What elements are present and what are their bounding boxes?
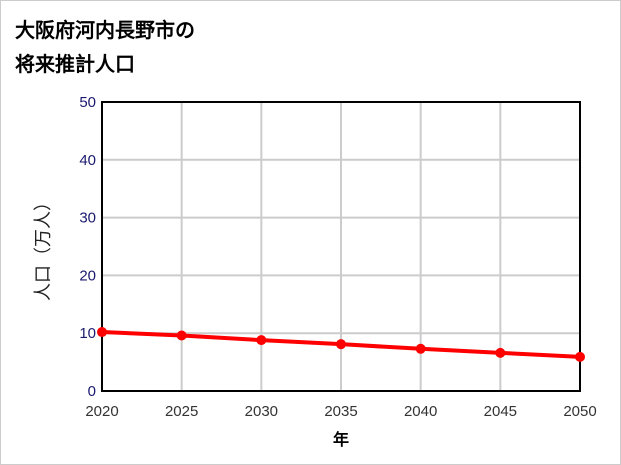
data-point <box>415 343 426 354</box>
y-tick-label: 30 <box>79 210 96 227</box>
data-point <box>575 351 585 362</box>
x-tick-label: 2045 <box>484 403 517 420</box>
x-axis-label: 年 <box>333 430 349 449</box>
x-tick-label: 2030 <box>245 403 278 420</box>
title-line-1: 大阪府河内長野市の <box>15 18 195 42</box>
x-tick-label: 2020 <box>85 403 118 420</box>
y-tick-label: 0 <box>88 383 96 400</box>
y-tick-label: 20 <box>79 267 96 284</box>
y-tick-label: 10 <box>79 325 96 342</box>
data-point <box>176 330 187 341</box>
title-line-2: 将来推計人口 <box>15 52 135 76</box>
data-point <box>256 335 267 346</box>
data-point <box>336 339 346 350</box>
data-point <box>97 327 107 338</box>
y-tick-label: 40 <box>79 152 96 169</box>
y-axis-label: 人口（万人） <box>33 193 54 301</box>
y-tick-label: 50 <box>79 94 96 111</box>
x-tick-label: 2040 <box>404 403 437 420</box>
data-point <box>495 347 506 358</box>
plot-border <box>101 101 581 392</box>
x-tick-label: 2035 <box>324 403 357 420</box>
chart-title: 大阪府河内長野市の 将来推計人口 <box>15 13 195 81</box>
x-tick-label: 2025 <box>165 403 198 420</box>
x-tick-label: 2050 <box>563 403 596 420</box>
